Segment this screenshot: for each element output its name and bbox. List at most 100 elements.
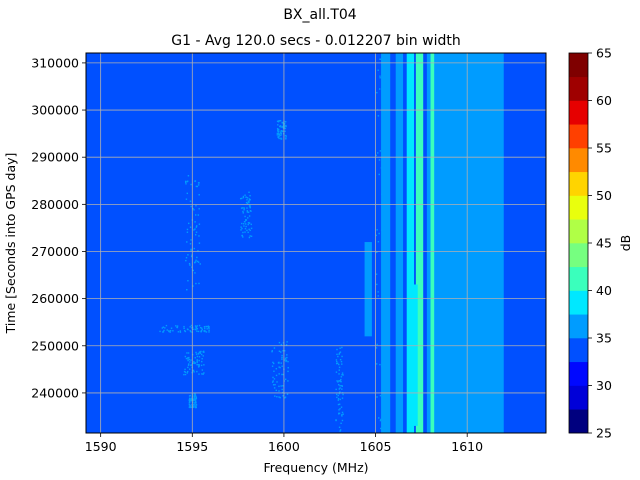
heatmap-speckle — [283, 359, 286, 361]
heatmap-speckle — [245, 196, 247, 198]
heatmap-speckle — [239, 197, 242, 200]
heatmap-speckle — [243, 207, 246, 209]
heatmap-speckle — [198, 373, 200, 375]
heatmap-speckle — [169, 329, 172, 332]
heatmap-speckle — [198, 365, 200, 367]
heatmap-speckle — [195, 259, 197, 262]
heatmap-speckle — [378, 417, 380, 419]
heatmap-speckle — [342, 374, 344, 376]
heatmap-speckle — [341, 388, 343, 390]
heatmap-speckle — [190, 398, 192, 400]
heatmap-speckle — [196, 185, 199, 188]
heatmap-speckle — [185, 181, 187, 183]
heatmap-speckle — [247, 217, 249, 219]
heatmap-speckle — [184, 355, 187, 358]
heatmap-speckle — [168, 330, 170, 333]
heatmap-speckle — [273, 387, 276, 389]
heatmap-speckle — [195, 328, 197, 331]
heatmap-speckle — [244, 215, 246, 218]
heatmap-speckle — [382, 239, 384, 241]
heatmap-speckle — [240, 229, 242, 231]
heatmap-speckle — [189, 329, 191, 332]
heatmap-speckle — [284, 127, 287, 130]
heatmap-speckle — [282, 373, 284, 376]
heatmap-speckle — [336, 396, 338, 399]
heatmap-speckle — [281, 365, 283, 367]
heatmap-speckle — [193, 362, 195, 364]
x-axis-label: Frequency (MHz) — [263, 460, 368, 475]
heatmap-speckle — [282, 350, 284, 352]
heatmap-speckle — [172, 330, 174, 332]
heatmap-speckle — [381, 304, 384, 306]
heatmap-speckle — [341, 346, 343, 349]
heatmap-speckle — [281, 373, 283, 376]
x-tick-label: 1605 — [360, 439, 392, 454]
heatmap-speckle — [246, 199, 248, 201]
x-axis: 1590 1595 1600 1605 1610 — [85, 433, 483, 454]
heatmap-speckle — [248, 222, 251, 224]
heatmap-speckle — [191, 404, 193, 406]
y-tick-label: 240000 — [31, 385, 79, 400]
heatmap-speckle — [248, 201, 250, 204]
heatmap-speckle — [283, 122, 286, 125]
heatmap-speckle — [280, 351, 282, 353]
heatmap-speckle — [198, 223, 201, 225]
heatmap-speckle — [336, 360, 338, 363]
heatmap-speckle — [284, 121, 287, 123]
heatmap-speckle — [162, 326, 165, 328]
heatmap-speckle — [341, 411, 344, 414]
heatmap-speckle — [189, 404, 191, 407]
heatmap-speckle — [246, 197, 249, 199]
heatmap-speckle — [198, 364, 200, 366]
heatmap-speckle — [283, 350, 286, 352]
heatmap-speckle — [339, 429, 342, 431]
heatmap-speckle — [379, 75, 381, 77]
heatmap-speckle — [278, 350, 281, 352]
heatmap-speckle — [197, 330, 200, 333]
heatmap-speckle — [278, 133, 280, 135]
heatmap-speckle — [339, 391, 341, 393]
colorbar-segment — [569, 76, 588, 101]
heatmap-speckle — [280, 343, 283, 346]
heatmap-speckle — [195, 326, 197, 328]
heatmap-speckle — [273, 370, 275, 372]
heatmap-speckle — [194, 362, 196, 365]
heatmap-speckle — [273, 378, 276, 380]
heatmap-speckle — [284, 357, 287, 359]
heatmap-speckle — [189, 399, 191, 402]
heatmap-speckle — [287, 367, 289, 369]
heatmap-speckle — [378, 232, 380, 235]
heatmap-speckle — [338, 366, 341, 369]
colorbar-segment — [569, 53, 588, 78]
heatmap-speckle — [249, 235, 251, 237]
heatmap-speckle — [195, 282, 197, 285]
heatmap-speckle — [282, 385, 284, 387]
heatmap-speckle — [337, 381, 339, 383]
heatmap-speckle — [341, 419, 344, 422]
heatmap-speckle — [378, 88, 381, 90]
heatmap-speckle — [271, 365, 274, 367]
y-tick-label: 290000 — [31, 150, 79, 165]
heatmap-speckle — [197, 182, 200, 184]
heatmap-speckle — [376, 251, 378, 254]
heatmap-speckle — [197, 184, 200, 186]
heatmap-speckle — [194, 180, 196, 182]
heatmap-speckle — [199, 351, 201, 353]
heatmap-speckle — [336, 348, 338, 351]
heatmap-speckle — [202, 355, 204, 357]
heatmap-speckle — [282, 125, 284, 128]
heatmap-speckle — [247, 222, 250, 224]
heatmap-speckle — [375, 347, 378, 349]
heatmap-speckle — [339, 347, 341, 349]
heatmap-speckle — [189, 405, 191, 408]
heatmap-speckle — [272, 362, 275, 365]
heatmap-speckle — [203, 372, 205, 374]
heatmap-speckle — [196, 363, 198, 366]
heatmap-speckle — [280, 138, 283, 140]
heatmap-speckle — [206, 325, 208, 328]
heatmap-speckle — [194, 325, 197, 327]
heatmap-speckle — [175, 325, 177, 327]
heatmap-speckle — [247, 223, 249, 226]
heatmap-speckle — [176, 326, 178, 328]
heatmap-speckle — [201, 373, 203, 375]
